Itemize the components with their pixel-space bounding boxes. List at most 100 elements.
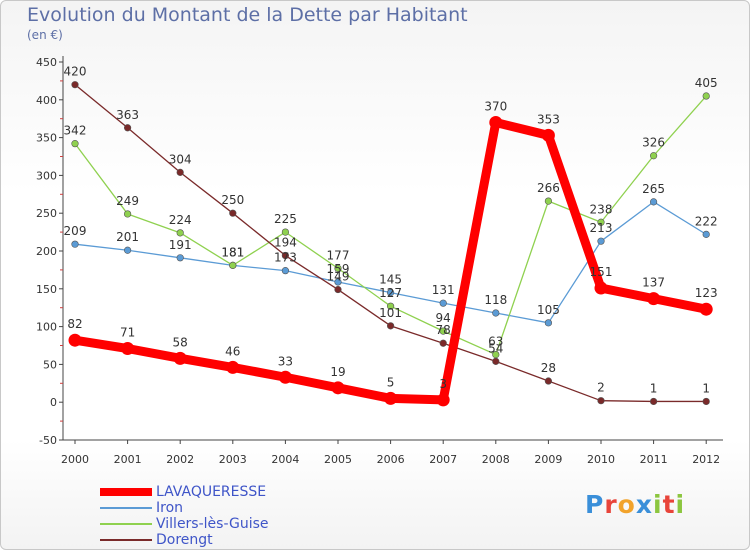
data-label-dorengt: 101 — [379, 306, 402, 320]
y-tick-label: 150 — [36, 283, 57, 296]
data-point-villers-l-s-guise — [544, 197, 553, 205]
data-point-iron — [176, 254, 184, 262]
data-label-lavaqueresse: 123 — [695, 286, 718, 300]
data-label-lavaqueresse: 33 — [278, 354, 293, 368]
y-tick-label: 100 — [36, 321, 57, 334]
data-label-villers-l-s-guise: 127 — [379, 286, 402, 300]
data-point-lavaqueresse — [384, 391, 398, 405]
data-label-dorengt: 420 — [64, 65, 87, 79]
data-label-villers-l-s-guise: 224 — [169, 213, 192, 227]
x-tick-label: 2001 — [114, 453, 142, 466]
data-point-villers-l-s-guise — [439, 327, 447, 335]
data-label-villers-l-s-guise: 63 — [488, 335, 503, 349]
data-point-villers-l-s-guise — [123, 210, 132, 218]
y-tick-label: 350 — [36, 132, 57, 145]
data-point-dorengt — [439, 339, 447, 347]
x-tick-label: 2009 — [534, 453, 562, 466]
data-point-lavaqueresse — [278, 370, 292, 384]
x-tick-label: 2002 — [166, 453, 194, 466]
data-point-dorengt — [597, 397, 605, 405]
data-point-dorengt — [387, 322, 395, 330]
x-tick-label: 2006 — [377, 453, 405, 466]
data-point-dorengt — [281, 251, 290, 260]
chart-legend: LAVAQUERESSE Iron Villers-lès-Guise Dore… — [100, 484, 400, 548]
legend-item-dorengt: Dorengt — [100, 532, 400, 548]
data-label-villers-l-s-guise: 94 — [436, 311, 451, 325]
data-label-lavaqueresse: 3 — [439, 377, 447, 391]
data-label-dorengt: 28 — [541, 361, 556, 375]
data-point-villers-l-s-guise — [597, 218, 605, 226]
data-point-lavaqueresse — [489, 115, 503, 129]
x-tick-label: 2011 — [640, 453, 668, 466]
legend-item-lavaqueresse: LAVAQUERESSE — [100, 484, 400, 500]
data-label-lavaqueresse: 370 — [484, 99, 507, 113]
data-label-iron: 145 — [379, 273, 402, 287]
data-point-lavaqueresse — [699, 302, 713, 316]
data-point-lavaqueresse — [121, 342, 135, 356]
legend-label-dorengt: Dorengt — [156, 532, 213, 548]
data-label-villers-l-s-guise: 177 — [327, 248, 350, 262]
data-point-dorengt — [229, 209, 237, 217]
data-point-lavaqueresse — [173, 351, 187, 365]
data-point-iron — [544, 319, 553, 327]
legend-swatch-villers-les-guise — [100, 523, 152, 525]
data-point-lavaqueresse — [68, 333, 82, 347]
data-point-dorengt — [176, 168, 184, 176]
legend-label-lavaqueresse: LAVAQUERESSE — [156, 484, 267, 500]
data-label-lavaqueresse: 5 — [387, 375, 395, 389]
data-point-iron — [71, 240, 79, 248]
data-label-dorengt: 304 — [169, 152, 192, 166]
data-point-iron — [649, 198, 658, 206]
legend-label-villers-les-guise: Villers-lès-Guise — [156, 516, 269, 532]
y-tick-label: 400 — [36, 94, 57, 107]
data-point-lavaqueresse — [541, 128, 555, 142]
legend-swatch-lavaqueresse — [100, 488, 152, 496]
data-label-lavaqueresse: 151 — [590, 265, 613, 279]
data-point-iron — [492, 309, 500, 317]
data-point-lavaqueresse — [436, 393, 450, 407]
x-tick-label: 2005 — [324, 453, 352, 466]
data-label-villers-l-s-guise: 238 — [590, 202, 613, 216]
data-point-lavaqueresse — [331, 381, 345, 395]
data-label-iron: 191 — [169, 238, 192, 252]
data-label-iron: 209 — [64, 224, 87, 238]
data-point-dorengt — [649, 397, 658, 406]
chart-title: Evolution du Montant de la Dette par Hab… — [27, 4, 468, 26]
data-point-lavaqueresse — [226, 360, 240, 374]
data-label-iron: 265 — [642, 182, 665, 196]
data-label-villers-l-s-guise: 405 — [695, 76, 718, 90]
data-point-lavaqueresse — [647, 292, 661, 306]
data-label-dorengt: 54 — [488, 341, 503, 355]
data-label-iron: 181 — [221, 245, 244, 259]
data-point-dorengt — [544, 377, 553, 385]
data-label-lavaqueresse: 19 — [330, 365, 345, 379]
x-tick-label: 2007 — [429, 453, 457, 466]
data-point-villers-l-s-guise — [702, 92, 710, 100]
data-point-villers-l-s-guise — [176, 229, 184, 237]
data-label-lavaqueresse: 71 — [120, 326, 135, 340]
data-label-villers-l-s-guise: 249 — [116, 194, 139, 208]
data-label-iron: 159 — [327, 262, 350, 276]
data-point-villers-l-s-guise — [281, 228, 290, 236]
data-point-villers-l-s-guise — [649, 152, 658, 160]
y-tick-label: -50 — [39, 434, 57, 447]
y-tick-label: 300 — [36, 169, 57, 182]
legend-item-iron: Iron — [100, 500, 400, 516]
y-tick-label: 250 — [36, 207, 57, 220]
data-point-dorengt — [492, 357, 500, 365]
data-label-dorengt: 149 — [327, 270, 350, 284]
data-point-iron — [281, 267, 290, 275]
data-label-dorengt: 1 — [650, 381, 658, 395]
data-point-dorengt — [702, 397, 710, 406]
data-point-iron — [439, 299, 447, 307]
data-label-lavaqueresse: 82 — [67, 317, 82, 331]
x-tick-label: 2008 — [482, 453, 510, 466]
y-tick-label: 0 — [50, 396, 57, 409]
proxiti-logo: Proxiti — [585, 490, 686, 519]
data-point-iron — [334, 278, 342, 286]
data-label-iron: 222 — [695, 214, 718, 228]
data-point-iron — [702, 230, 710, 238]
data-label-iron: 105 — [537, 303, 560, 317]
data-label-dorengt: 250 — [221, 193, 244, 207]
